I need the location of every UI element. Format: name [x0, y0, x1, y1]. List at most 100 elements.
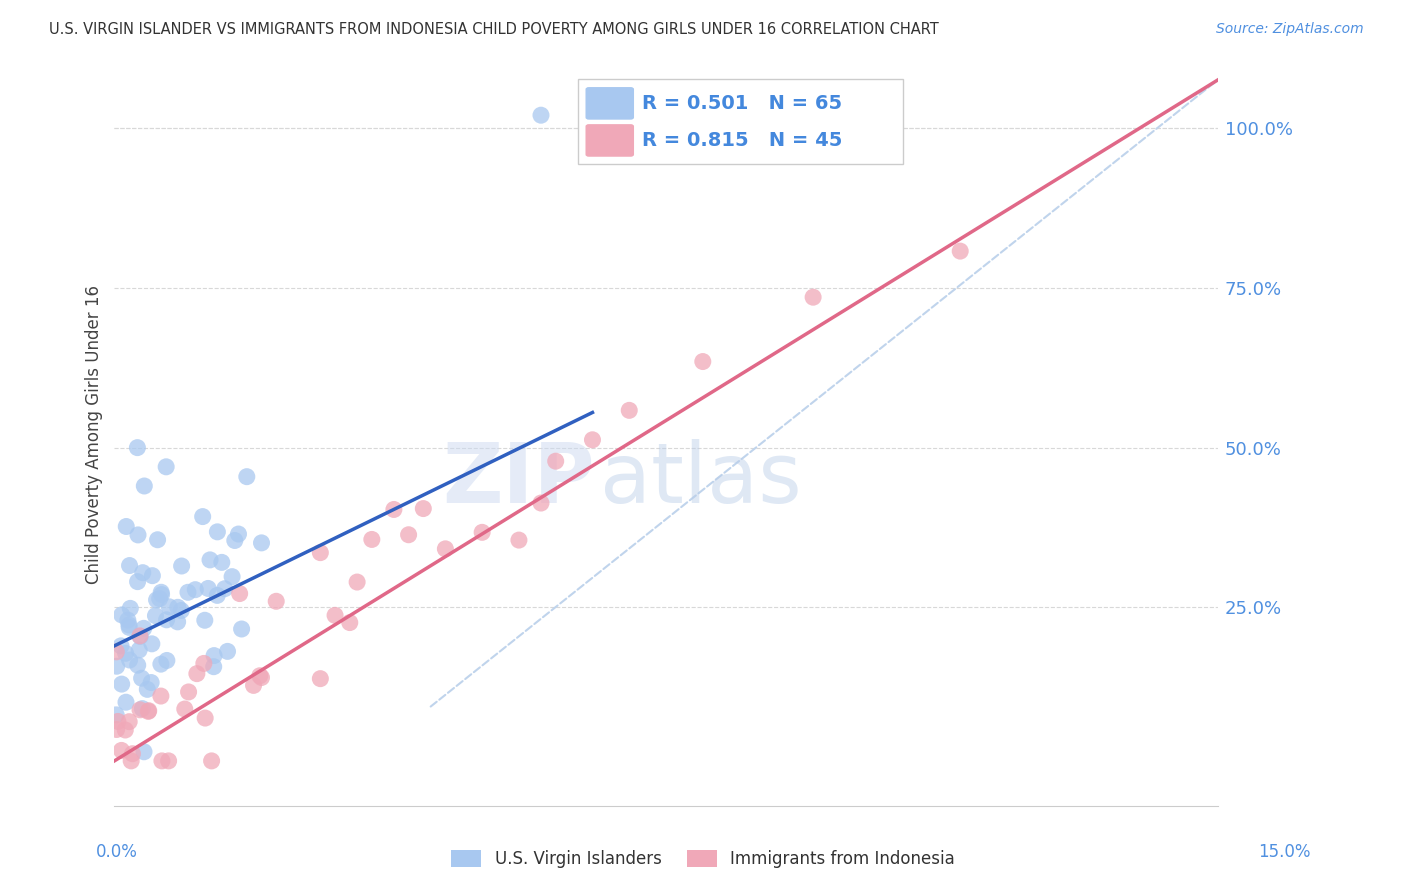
- Point: [309, 546, 332, 560]
- Text: R = 0.815   N = 45: R = 0.815 N = 45: [641, 131, 842, 150]
- Point: [323, 608, 346, 623]
- Point: [166, 600, 188, 615]
- Text: 15.0%: 15.0%: [1258, 843, 1310, 861]
- Point: [412, 501, 434, 516]
- Point: [202, 659, 225, 673]
- Point: [231, 622, 253, 636]
- Point: [471, 525, 494, 540]
- Point: [224, 533, 246, 548]
- Point: [530, 496, 553, 510]
- Point: [228, 527, 250, 541]
- Point: [249, 669, 271, 683]
- Point: [170, 603, 193, 617]
- Point: [170, 559, 193, 574]
- Point: [120, 754, 142, 768]
- Point: [136, 705, 159, 719]
- Point: [619, 403, 641, 417]
- Point: [228, 586, 250, 600]
- Point: [184, 582, 207, 597]
- Point: [127, 574, 149, 589]
- Point: [105, 707, 128, 722]
- Point: [114, 646, 136, 660]
- Point: [149, 689, 172, 703]
- Point: [155, 613, 177, 627]
- Point: [801, 290, 824, 304]
- Point: [157, 754, 180, 768]
- Point: [200, 754, 222, 768]
- Point: [132, 566, 155, 580]
- Point: [134, 479, 156, 493]
- Point: [105, 723, 128, 737]
- Point: [197, 582, 219, 596]
- Point: [145, 593, 167, 607]
- Point: [155, 459, 177, 474]
- Point: [131, 701, 153, 715]
- Point: [177, 685, 200, 699]
- Point: [544, 454, 567, 468]
- Text: atlas: atlas: [600, 439, 801, 520]
- Y-axis label: Child Poverty Among Girls Under 16: Child Poverty Among Girls Under 16: [86, 285, 103, 584]
- FancyBboxPatch shape: [578, 78, 903, 164]
- Point: [107, 714, 129, 729]
- Point: [186, 666, 208, 681]
- Point: [193, 657, 215, 671]
- Point: [434, 541, 457, 556]
- Point: [121, 747, 143, 761]
- Point: [129, 629, 152, 643]
- Point: [110, 743, 132, 757]
- Point: [127, 441, 149, 455]
- Point: [118, 620, 141, 634]
- Point: [309, 672, 332, 686]
- Point: [127, 528, 149, 542]
- Point: [157, 599, 180, 614]
- Text: Source: ZipAtlas.com: Source: ZipAtlas.com: [1216, 22, 1364, 37]
- Point: [250, 671, 273, 685]
- Text: R = 0.501   N = 65: R = 0.501 N = 65: [641, 94, 842, 113]
- Point: [118, 653, 141, 667]
- Point: [339, 615, 361, 630]
- Point: [264, 594, 287, 608]
- Point: [138, 704, 160, 718]
- Point: [382, 502, 405, 516]
- Point: [949, 244, 972, 259]
- Point: [132, 745, 155, 759]
- Point: [128, 643, 150, 657]
- Point: [141, 568, 163, 582]
- Point: [131, 671, 153, 685]
- Point: [360, 533, 382, 547]
- Point: [117, 613, 139, 627]
- Point: [508, 533, 530, 547]
- Point: [105, 659, 128, 673]
- Point: [118, 618, 141, 632]
- Point: [136, 682, 159, 697]
- Point: [173, 702, 195, 716]
- Point: [115, 695, 138, 709]
- Point: [149, 657, 172, 672]
- Point: [250, 536, 273, 550]
- Text: 0.0%: 0.0%: [96, 843, 138, 861]
- Point: [202, 648, 225, 663]
- Point: [236, 469, 259, 483]
- Point: [346, 575, 368, 590]
- Point: [221, 569, 243, 583]
- Point: [114, 723, 136, 737]
- Point: [692, 354, 714, 368]
- Text: U.S. VIRGIN ISLANDER VS IMMIGRANTS FROM INDONESIA CHILD POVERTY AMONG GIRLS UNDE: U.S. VIRGIN ISLANDER VS IMMIGRANTS FROM …: [49, 22, 939, 37]
- Point: [129, 703, 152, 717]
- Point: [118, 558, 141, 573]
- Point: [129, 629, 152, 643]
- Point: [146, 533, 169, 547]
- Point: [398, 527, 420, 541]
- Point: [207, 524, 229, 539]
- Point: [110, 639, 132, 653]
- Point: [132, 621, 155, 635]
- Legend: U.S. Virgin Islanders, Immigrants from Indonesia: U.S. Virgin Islanders, Immigrants from I…: [444, 843, 962, 875]
- Point: [194, 613, 217, 627]
- Point: [207, 588, 229, 602]
- Point: [105, 645, 128, 659]
- Point: [198, 553, 221, 567]
- Point: [150, 585, 173, 599]
- Point: [127, 658, 149, 673]
- Point: [111, 677, 134, 691]
- Point: [242, 678, 264, 692]
